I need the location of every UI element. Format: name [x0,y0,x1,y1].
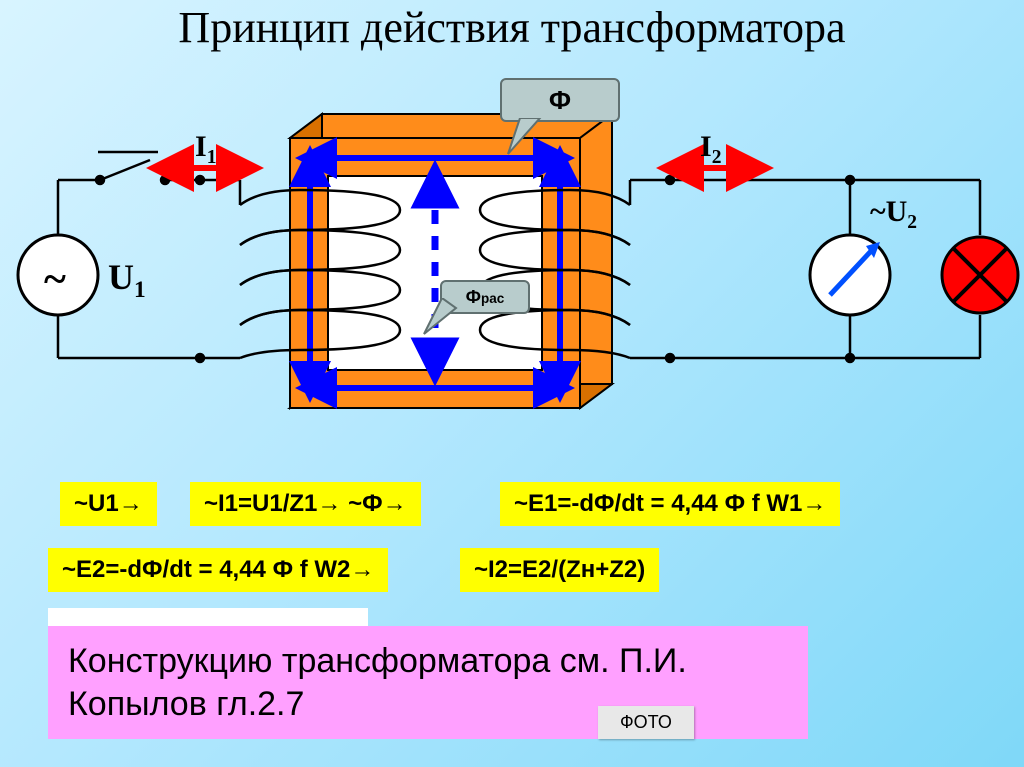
i1-label: I1 [195,130,216,169]
photo-tag[interactable]: ФОТО [598,706,694,739]
phi-callout: Ф [500,78,620,122]
phi-callout-tail [500,118,560,158]
formula-i2: ~I2=E2/(Zн+Z2) [460,548,659,592]
source-tilde: ~ [44,256,66,304]
i2-label: I2 [700,130,721,169]
reference-note: Конструкцию трансформатора см. П.И. Копы… [48,626,808,739]
formula-e2: ~E2=-dФ/dt = 4,44 Ф f W2→ [48,548,388,592]
i1-letter: I [195,130,207,163]
u1-sub: 1 [134,277,146,303]
page-title: Принцип действия трансформатора [0,2,1024,53]
i2-sub: 2 [712,147,722,168]
phi-ras-callout-tail [420,298,460,338]
secondary-circuit [630,176,1018,362]
formula-e1: ~E1=-dФ/dt = 4,44 Ф f W1→ [500,482,840,526]
u2-label: ~U2 [870,195,917,234]
u1-letter: U [108,257,134,297]
i1-sub: 1 [207,147,217,168]
phi-ras-letter: Ф [466,287,481,307]
formula-u1: ~U1→ [60,482,157,526]
phi-ras-sub: рас [481,291,504,306]
u2-letter: ~U [870,195,907,228]
i2-letter: I [700,130,712,163]
u1-label: U1 [108,256,146,304]
formula-i1: ~I1=U1/Z1→ ~Ф→ [190,482,421,526]
u2-sub: 2 [907,212,917,233]
